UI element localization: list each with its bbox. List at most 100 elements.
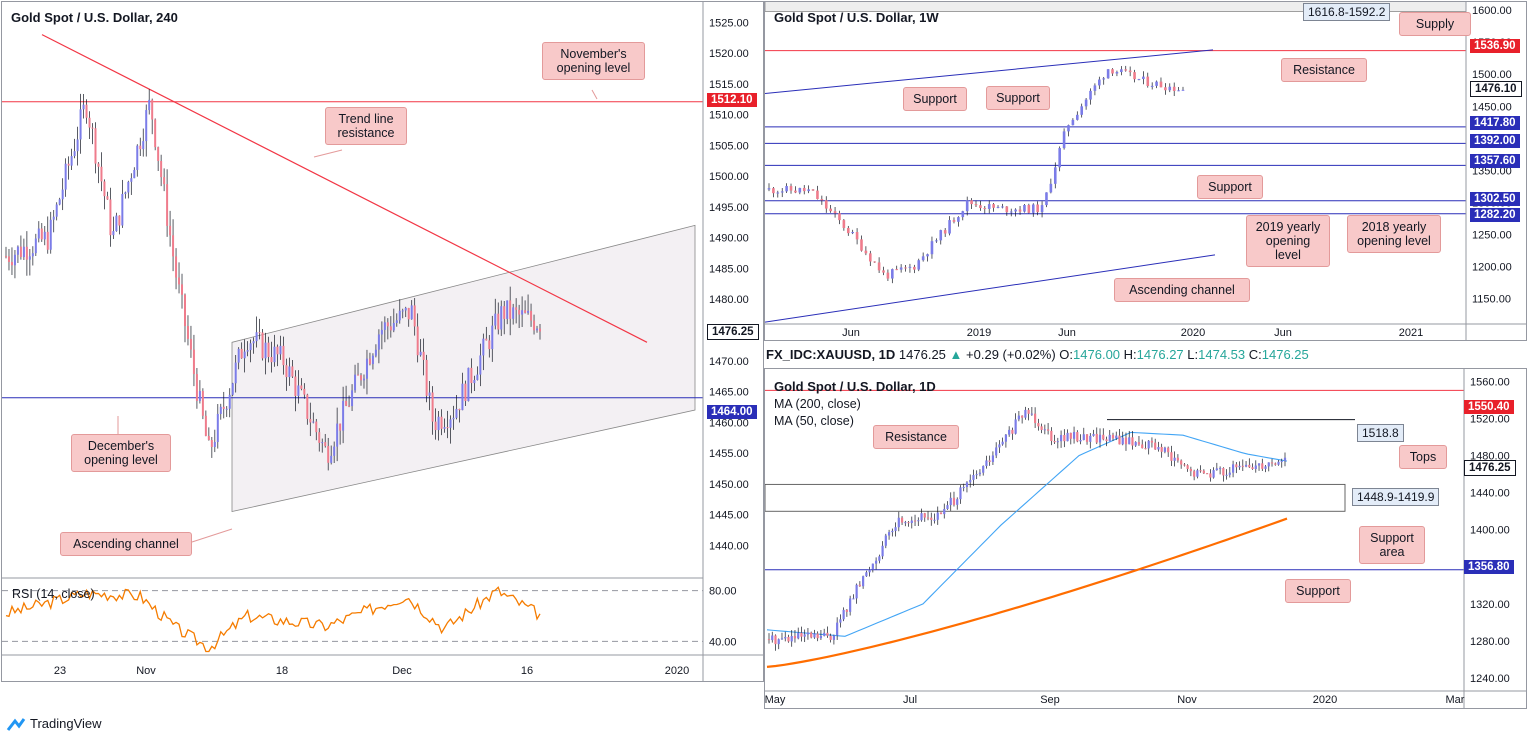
weekly-candle [1155, 81, 1158, 86]
daily-candle [972, 475, 975, 480]
h4-candle [49, 219, 52, 250]
daily-candle [784, 636, 787, 639]
weekly-candle [1027, 204, 1031, 213]
daily-candle [1144, 448, 1147, 450]
weekly-candle [908, 266, 912, 268]
h4-candle [357, 374, 360, 376]
weekly-candle [1150, 85, 1154, 87]
daily-candle [1147, 440, 1150, 449]
daily-candle [1115, 435, 1118, 439]
daily-price-tick: 1520.00 [1470, 413, 1510, 425]
daily-candle [1030, 413, 1033, 415]
daily-candle [917, 520, 920, 522]
h4-candle [148, 99, 151, 111]
daily-candle [803, 634, 806, 637]
h4-candle [518, 309, 521, 315]
weekly-price-tick: 1350.00 [1472, 165, 1512, 177]
weekly-time-tick: 2019 [967, 327, 991, 339]
weekly-resistance-label: Resistance [1281, 58, 1367, 82]
weekly-candle [877, 262, 881, 271]
daily-chart-canvas[interactable]: 1560.001520.001480.001440.001400.001360.… [765, 369, 1527, 709]
weekly-candle [1009, 211, 1013, 213]
daily-candle [1248, 464, 1251, 468]
daily-candle [865, 572, 868, 577]
daily-candle [1134, 442, 1137, 446]
daily-candle [1108, 434, 1111, 442]
h4-price-tick: 1505.00 [709, 140, 749, 152]
daily-time-tick: Jul [903, 694, 917, 706]
daily-candle [1040, 426, 1043, 430]
daily-candle [975, 474, 978, 476]
daily-candle [1254, 465, 1257, 469]
daily-candle [874, 560, 878, 564]
weekly-candle [974, 204, 978, 206]
weekly-candle [895, 269, 899, 271]
weekly-time-tick: Jun [842, 327, 860, 339]
daily-candle [1111, 434, 1115, 439]
h4-candle [354, 374, 357, 391]
weekly-candle [939, 230, 943, 241]
h4-price-tick: 1510.00 [709, 110, 749, 122]
weekly-candle [1115, 72, 1119, 74]
h4-candle [288, 366, 291, 378]
h4-candle [183, 294, 186, 327]
weekly-candle [811, 189, 815, 191]
rsi-line [5, 586, 541, 653]
h4-candle [476, 374, 479, 380]
h4-candle [115, 215, 118, 232]
daily-candle [1225, 474, 1228, 476]
daily-candle [1264, 466, 1267, 469]
daily-candle [1076, 432, 1079, 442]
support-area-label: Support area [1359, 526, 1425, 564]
h4-candle [371, 355, 374, 365]
h4-candle [270, 356, 273, 363]
h4-candle [452, 417, 455, 420]
h4-candle [318, 432, 321, 443]
daily-low: 1474.53 [1198, 347, 1246, 362]
daily-candle [1137, 442, 1141, 445]
h4-candle [539, 328, 541, 332]
weekly-time-tick: 2020 [1181, 327, 1205, 339]
weekly-candle [965, 200, 969, 212]
daily-candle [1037, 423, 1040, 427]
h4-candle [154, 119, 157, 148]
daily-open: 1476.00 [1073, 347, 1121, 362]
daily-candle [1206, 473, 1209, 475]
weekly-candle [952, 220, 956, 222]
daily-candle [1261, 463, 1264, 469]
h4-candle [109, 199, 112, 236]
h4-chart-panel[interactable]: 1525.00 1520.00 1515.00 1510.00 1505.00 1500.… [1, 1, 764, 682]
tradingview-logo[interactable]: TradingView [4, 716, 102, 731]
weekly-candle [824, 200, 828, 209]
weekly-candle [1062, 131, 1066, 149]
daily-candle [985, 460, 988, 467]
h4-chart-canvas[interactable]: 1525.00 1520.00 1515.00 1510.00 1505.00 1500.… [2, 2, 764, 682]
weekly-support-label-3: Support [1197, 175, 1263, 199]
h4-candle [22, 246, 25, 258]
h4-time-tick: 16 [521, 665, 533, 677]
daily-candle [1024, 409, 1027, 418]
weekly-candle [899, 267, 903, 270]
daily-chart-panel[interactable]: 1560.001520.001480.001440.001400.001360.… [764, 368, 1527, 709]
h4-candle [46, 231, 49, 250]
daily-candle [1082, 434, 1085, 440]
weekly-candle [785, 186, 788, 192]
daily-time-tick: 2020 [1313, 694, 1337, 706]
daily-time-tick: May [765, 694, 786, 706]
weekly-chart-panel[interactable]: 1600.001550.001500.001450.001400.001350.… [764, 1, 1527, 341]
daily-candle [907, 522, 910, 524]
h4-time-tick: Nov [136, 665, 156, 677]
h4-candle [264, 342, 267, 359]
h4-candle [28, 256, 31, 260]
daily-candle [1283, 457, 1287, 461]
h4-candle [261, 332, 264, 359]
daily-candle [1196, 470, 1199, 477]
h4-candle [485, 338, 488, 341]
daily-candle [1011, 429, 1014, 434]
weekly-candle [979, 205, 982, 209]
weekly-price-tag-last: 1476.10 [1470, 81, 1522, 97]
weekly-candle [1164, 87, 1167, 91]
h4-candle [118, 215, 121, 226]
h4-price-tick: 1460.00 [709, 417, 749, 429]
h4-candle [145, 110, 148, 142]
